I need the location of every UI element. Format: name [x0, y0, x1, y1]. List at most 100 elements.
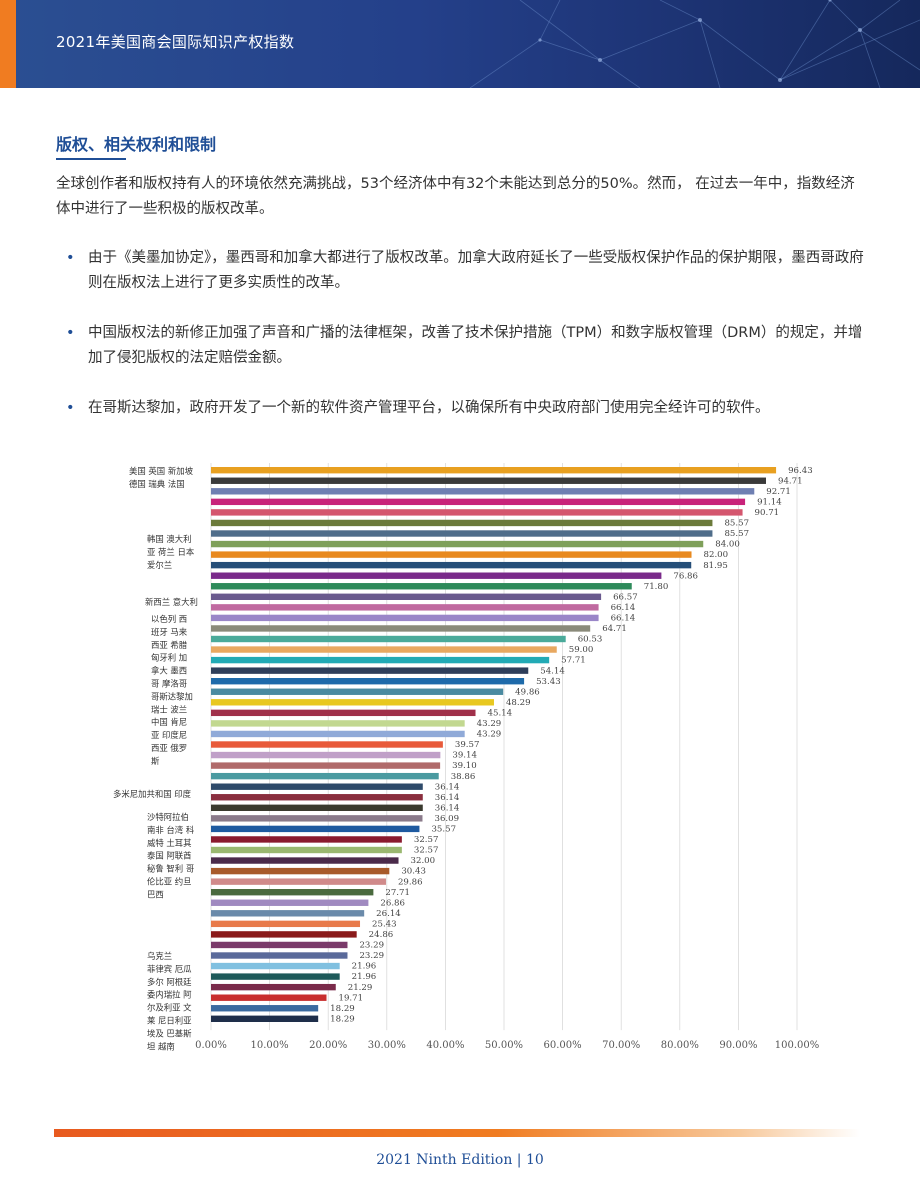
bar: [211, 730, 465, 738]
bar-value-label: 26.14: [376, 909, 401, 919]
bar: [211, 1005, 319, 1012]
bar-value-label: 92.71: [766, 487, 791, 497]
bar-value-label: 39.14: [452, 751, 477, 761]
x-tick-label: 40.00%: [426, 1040, 464, 1051]
category-label: 哥斯达黎加: [151, 691, 193, 701]
bar-value-label: 54.14: [540, 666, 565, 676]
bar: [211, 667, 529, 674]
bullet-dot-icon: •: [66, 400, 75, 416]
category-label: 菲律宾 厄瓜: [147, 964, 192, 974]
bar: [211, 498, 746, 506]
bar-value-label: 84.00: [715, 540, 740, 550]
x-tick-label: 60.00%: [544, 1040, 582, 1051]
category-label: 尔及利亚 文: [147, 1003, 192, 1013]
bar-value-label: 49.86: [515, 687, 540, 697]
header-network-pattern: [469, 0, 920, 88]
bar-value-label: 29.86: [398, 877, 423, 887]
x-tick-label: 10.00%: [251, 1040, 289, 1051]
bar: [211, 846, 402, 854]
bar-value-label: 66.14: [611, 603, 636, 613]
bar: [211, 593, 602, 600]
bar: [211, 857, 399, 864]
bar-value-label: 60.53: [578, 635, 603, 645]
footer-text: 2021 Ninth Edition | 10: [376, 1152, 544, 1168]
bar: [211, 836, 402, 843]
category-label: 沙特阿拉伯: [147, 812, 189, 822]
bar: [211, 994, 327, 1001]
header-accent-bar: [0, 0, 16, 88]
bar: [211, 1015, 319, 1022]
bar-value-label: 66.14: [611, 614, 636, 624]
x-tick-label: 90.00%: [719, 1040, 757, 1051]
category-label: 泰国 阿联酋: [147, 851, 192, 861]
category-label: 西亚 俄罗: [151, 743, 187, 753]
category-label: 亚 印度尼: [151, 730, 187, 740]
bar-value-label: 82.00: [704, 550, 729, 560]
category-label: 乌克兰: [147, 951, 172, 961]
bar-value-label: 57.71: [561, 656, 586, 666]
bar-value-label: 30.43: [401, 867, 426, 877]
bar-value-label: 19.71: [339, 993, 364, 1003]
bar-value-label: 25.43: [372, 919, 397, 929]
category-label: 威特 土耳其: [147, 838, 192, 848]
bar: [211, 751, 441, 759]
bar: [211, 815, 423, 822]
bar-value-label: 71.80: [644, 582, 669, 592]
category-label: 坦 越南: [147, 1041, 175, 1051]
bar-value-label: 32.57: [414, 846, 439, 856]
bar: [211, 688, 504, 695]
bar: [211, 941, 348, 949]
bullet-dot-icon: •: [66, 250, 75, 266]
category-label: 瑞士 波兰: [151, 704, 187, 714]
category-label: 莱 尼日利亚: [147, 1016, 192, 1026]
category-label: 班牙 马来: [151, 627, 188, 637]
bar-value-label: 48.29: [506, 698, 531, 708]
bar-value-label: 59.00: [569, 645, 594, 655]
bar: [211, 794, 423, 801]
category-label: 多米尼加共和国 印度: [113, 789, 192, 799]
bar-value-label: 45.14: [488, 708, 513, 718]
x-tick-label: 70.00%: [602, 1040, 640, 1051]
x-tick-label: 0.00%: [195, 1040, 227, 1051]
bullet-dot-icon: •: [66, 325, 75, 341]
bar-value-label: 94.71: [778, 476, 803, 486]
bar: [211, 889, 374, 896]
bar-value-label: 36.14: [435, 782, 460, 792]
bar: [211, 878, 386, 885]
category-label: 委内瑞拉 阿: [147, 990, 192, 1000]
category-label: 韩国 澳大利: [147, 534, 192, 544]
bar: [211, 540, 704, 548]
bullet-text: 在哥斯达黎加，政府开发了一个新的软件资产管理平台，以确保所有中央政府部门使用完全…: [88, 400, 770, 416]
bar-value-label: 36.14: [435, 793, 460, 803]
header-band: [0, 0, 920, 88]
category-label: 以色列 西: [151, 614, 187, 624]
x-tick-label: 80.00%: [661, 1040, 699, 1051]
bar-value-label: 43.29: [477, 730, 502, 740]
bar: [211, 467, 777, 474]
bar-value-label: 23.29: [359, 951, 384, 961]
bar-value-label: 85.57: [724, 529, 749, 539]
bar: [211, 931, 357, 938]
bullet-text: 中国版权法的新修正加强了声音和广播的法律框架，改善了技术保护措施（TPM）和数字…: [88, 325, 863, 366]
bar-value-label: 24.86: [369, 930, 394, 940]
bar: [211, 551, 692, 558]
copyright-scores-bar-chart: 0.00% 10.00% 20.00% 30.00% 40.00% 50.00% 60.00…: [113, 463, 819, 1051]
bar: [211, 952, 348, 959]
bar: [211, 709, 476, 717]
bar: [211, 920, 361, 928]
category-label: 亚 荷兰 日本: [147, 547, 195, 557]
bar: [211, 572, 662, 579]
category-label: 拿大 墨西: [151, 666, 187, 676]
bar: [211, 656, 550, 664]
bar: [211, 488, 755, 495]
bar: [211, 973, 340, 980]
bar: [211, 804, 423, 811]
bar: [211, 678, 525, 685]
bar-value-label: 26.86: [380, 898, 405, 908]
bar: [211, 519, 713, 527]
category-label: 埃及 巴基斯: [147, 1028, 192, 1038]
category-label: 哥 摩洛哥: [151, 679, 187, 689]
bar-value-label: 18.29: [330, 1014, 355, 1024]
bullet-text: 由于《美墨加协定》，墨西哥和加拿大都进行了版权改革。加拿大政府延长了一些受版权保…: [88, 250, 864, 291]
category-label: 巴西: [147, 889, 164, 899]
